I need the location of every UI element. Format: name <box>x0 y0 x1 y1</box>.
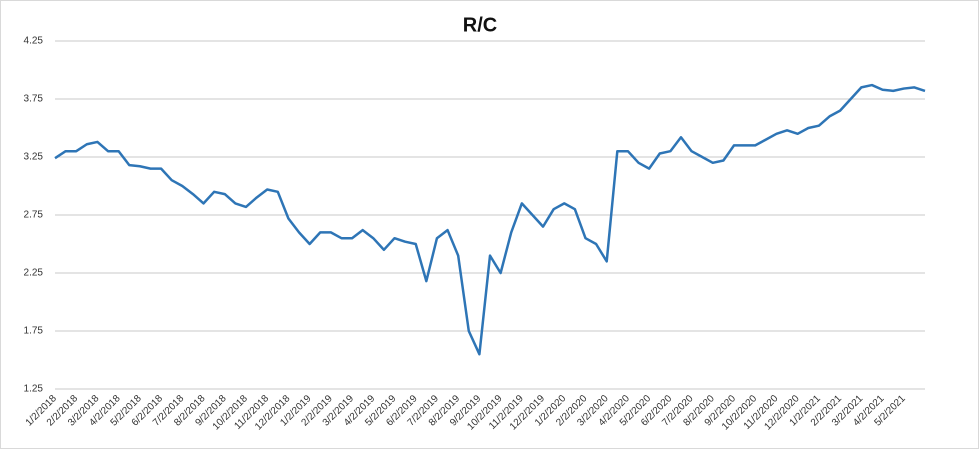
y-tick-label: 1.25 <box>24 384 44 395</box>
y-tick-label: 4.25 <box>24 36 44 47</box>
y-tick-label: 2.75 <box>24 210 44 221</box>
chart-title: R/C <box>463 14 497 36</box>
y-tick-label: 3.25 <box>24 152 44 163</box>
y-tick-label: 2.25 <box>24 268 44 279</box>
y-tick-label: 1.75 <box>24 326 44 337</box>
data-line <box>54 83 926 356</box>
y-tick-label: 3.75 <box>24 94 44 105</box>
